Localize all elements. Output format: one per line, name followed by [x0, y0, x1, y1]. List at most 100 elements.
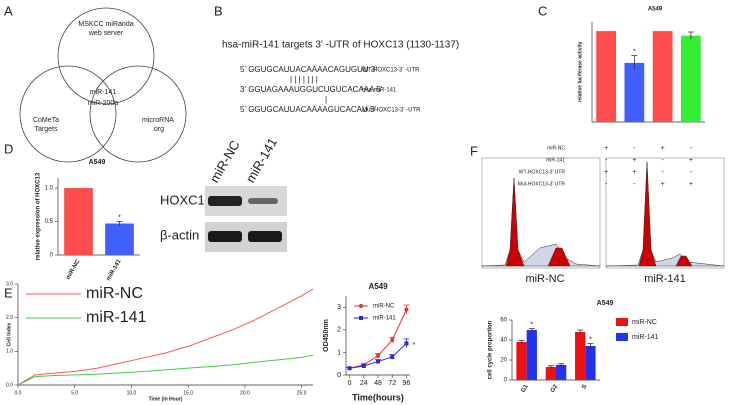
bar: [680, 35, 701, 122]
panel-label: E: [4, 285, 13, 300]
x-axis-label: Time (in Hour): [149, 396, 183, 402]
panel-label: C: [538, 3, 547, 18]
y-tick-label: 0.0: [6, 382, 13, 388]
lane-label: miR-141: [243, 135, 281, 185]
bar: [556, 365, 567, 380]
error-bar: [631, 55, 638, 71]
y-tick-label: 2.0: [6, 315, 13, 321]
venn-circle: [57, 7, 155, 105]
significance: *: [412, 342, 415, 349]
sequence: 5' GGUGCAUUACAAAAGUCACAU 3': [240, 105, 376, 114]
error-bar: [116, 221, 123, 226]
x-tick-label: 25.0: [297, 390, 307, 396]
condition-value: -: [633, 181, 636, 188]
condition-value: +: [604, 145, 608, 152]
panel-label: D: [4, 141, 13, 156]
condition-label: Mut-HOXC13-3' UTR: [518, 181, 565, 187]
venn-label: .org: [152, 126, 164, 133]
sequence: 3' GGUAGAAAUGGUCUGUCACAAA 5': [240, 85, 383, 94]
venn-overlap: miR-141: [90, 89, 117, 96]
legend-label: miR-NC: [373, 304, 395, 310]
y-tick-label: 1: [337, 349, 341, 356]
x-tick-label: 0: [348, 380, 352, 387]
legend-marker: [359, 304, 363, 308]
bar: [596, 31, 617, 122]
y-tick-label: 60: [500, 318, 507, 324]
legend-swatch: [616, 318, 628, 326]
x-tick-label: 15.0: [183, 390, 193, 396]
x-tick-label: miR-141: [106, 258, 123, 282]
y-tick-label: 0: [50, 253, 54, 259]
condition-value: -: [633, 145, 636, 152]
y-tick-label: 0.5: [45, 219, 54, 225]
legend-marker: [359, 316, 363, 320]
legend-label: miR-NC: [632, 319, 657, 326]
line: [17, 288, 314, 386]
marker: [404, 341, 409, 346]
legend-label: miR-141: [373, 316, 396, 322]
y-axis-label: OD450nm: [323, 319, 330, 352]
panel-label: B: [214, 3, 223, 18]
condition-value: +: [689, 157, 693, 164]
x-axis-label: Time(hours): [352, 392, 404, 402]
error-bar: [587, 343, 594, 349]
y-tick-label: 1.0: [45, 186, 54, 192]
y-tick-label: 0: [504, 378, 508, 384]
bar: [64, 188, 93, 255]
condition-label: miR-NC: [547, 145, 565, 151]
y-tick-label: 1.0: [6, 349, 13, 355]
panel-label: F: [470, 143, 478, 158]
x-tick-label: G2: [550, 383, 560, 394]
marker: [404, 307, 409, 312]
x-tick-label: 96: [403, 380, 411, 387]
blot-band: [248, 198, 278, 204]
condition-value: +: [661, 181, 665, 188]
sequence-title: hsa-miR-141 targets 3' -UTR of HOXC13 (1…: [222, 40, 459, 51]
panel-label: A: [4, 3, 13, 18]
x-tick-label: 24: [360, 380, 368, 387]
x-tick-label: 0.0: [15, 390, 22, 396]
x-tick-label: 48: [374, 380, 382, 387]
condition-value: -: [690, 169, 693, 176]
sequence-note: WT-HOXC13-3' -UTR: [362, 68, 420, 74]
condition-value: +: [689, 181, 693, 188]
condition-value: +: [632, 157, 636, 164]
significance: *: [589, 336, 592, 343]
condition-value: +: [632, 169, 636, 176]
flow-sample: miR-141: [644, 273, 686, 285]
bar: [516, 342, 527, 380]
sequence-pairing: |: [325, 95, 327, 104]
x-tick-label: 5.0: [71, 390, 78, 396]
bar: [575, 332, 586, 380]
condition-value: -: [605, 181, 608, 188]
error-bar: [558, 363, 565, 367]
chart-title: A549: [597, 300, 614, 307]
flow-sample: miR-NC: [525, 273, 564, 285]
y-axis-label: cell cycle proportion: [488, 320, 494, 379]
blot-band: [248, 231, 282, 242]
marker: [376, 359, 380, 364]
band-label: HOXC13: [160, 192, 212, 207]
error-bar: [577, 329, 584, 334]
chart-title: A549: [648, 7, 663, 13]
lane-label: miR-NC: [207, 138, 243, 186]
y-tick-label: 3: [337, 304, 341, 311]
marker: [347, 366, 352, 371]
y-tick-label: 3.0: [6, 281, 13, 287]
significance: *: [633, 48, 636, 55]
condition-label: miR-141: [546, 157, 565, 163]
x-tick-label: miR-NC: [65, 258, 82, 281]
legend-label: miR-NC: [86, 285, 143, 302]
sequence-note: hsa-miR-141: [362, 88, 397, 94]
y-tick-label: 20: [500, 358, 507, 364]
marker: [376, 353, 380, 358]
marker: [390, 338, 395, 343]
venn-label: web server: [88, 30, 124, 37]
bar: [545, 367, 556, 380]
blot-band: [208, 196, 242, 206]
marker: [361, 363, 366, 368]
condition-value: +: [661, 145, 665, 152]
venn-label: MSKCC miRanda: [78, 21, 133, 28]
error-bar: [687, 31, 694, 40]
x-tick-label: 10.0: [127, 390, 137, 396]
